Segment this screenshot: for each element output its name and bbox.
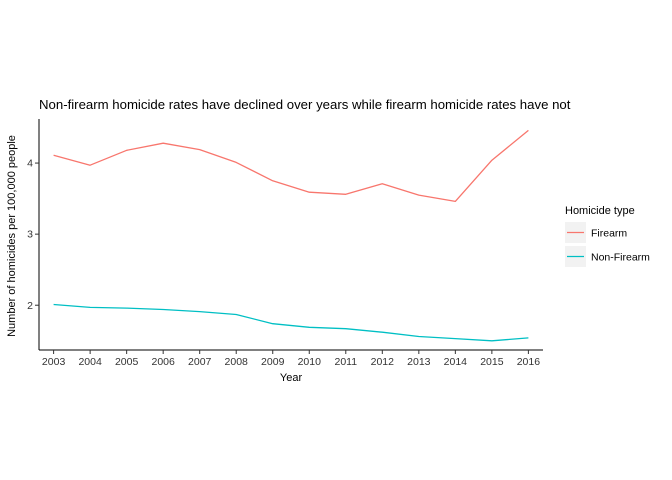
y-tick-label: 3 <box>27 229 33 241</box>
x-axis-title: Year <box>280 372 303 384</box>
y-tick-label: 2 <box>27 300 33 312</box>
x-tick-label: 2006 <box>151 356 175 368</box>
x-tick-label: 2004 <box>78 356 102 368</box>
x-tick-label: 2014 <box>444 356 468 368</box>
x-tick-label: 2016 <box>517 356 541 368</box>
legend-label-firearm: Firearm <box>591 228 627 240</box>
legend: Homicide type Firearm Non-Firearm <box>565 205 650 267</box>
x-tick-label: 2012 <box>371 356 395 368</box>
y-tick-label: 4 <box>27 158 33 170</box>
x-tick-label: 2008 <box>225 356 249 368</box>
plot-area: 2 3 4 2003 2004 2005 2006 2007 2008 2009 2010 2011 2… <box>27 119 543 368</box>
x-tick-label: 2007 <box>188 356 212 368</box>
x-tick-label: 2015 <box>480 356 504 368</box>
x-tick-label: 2003 <box>42 356 66 368</box>
x-tick-label: 2009 <box>261 356 285 368</box>
series-line-firearm <box>53 129 529 203</box>
x-tick-label: 2011 <box>334 356 357 368</box>
x-tick-label: 2005 <box>115 356 139 368</box>
legend-title: Homicide type <box>565 205 635 217</box>
x-tick-label: 2013 <box>407 356 431 368</box>
x-tick-label: 2010 <box>298 356 322 368</box>
y-axis-title: Number of homicides per 100,000 people <box>6 135 18 337</box>
series-line-non-firearm <box>53 303 529 342</box>
legend-label-non-firearm: Non-Firearm <box>591 252 650 264</box>
chart-title: Non-firearm homicide rates have declined… <box>39 97 571 112</box>
